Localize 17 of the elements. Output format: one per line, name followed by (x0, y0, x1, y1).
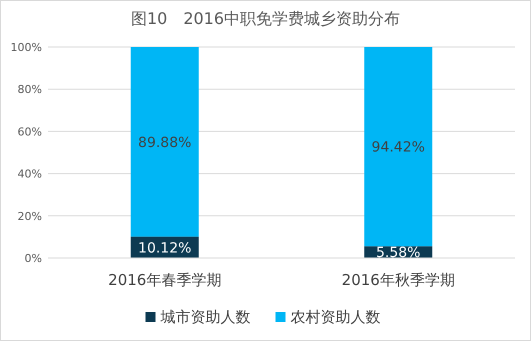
data-label: 89.88% (138, 134, 192, 151)
legend-label: 农村资助人数 (290, 308, 380, 326)
bar (130, 47, 199, 237)
x-tick-label: 2016年秋季学期 (342, 271, 455, 289)
data-label: 94.42% (372, 140, 425, 156)
bar (364, 47, 432, 246)
data-label: 5.58% (376, 245, 420, 262)
x-tick-label: 2016年春季学期 (108, 271, 222, 289)
y-tick-label: 60% (18, 125, 42, 138)
data-label: 10.12% (138, 240, 192, 256)
chart-title: 图10 2016中职免学费城乡资助分布 (130, 9, 400, 28)
y-tick-label: 20% (18, 210, 42, 223)
y-tick-label: 40% (18, 168, 42, 181)
y-tick-label: 80% (18, 83, 42, 96)
y-tick-label: 100% (10, 41, 42, 54)
legend-label: 城市资助人数 (160, 308, 250, 326)
y-tick-label: 0% (24, 252, 42, 265)
